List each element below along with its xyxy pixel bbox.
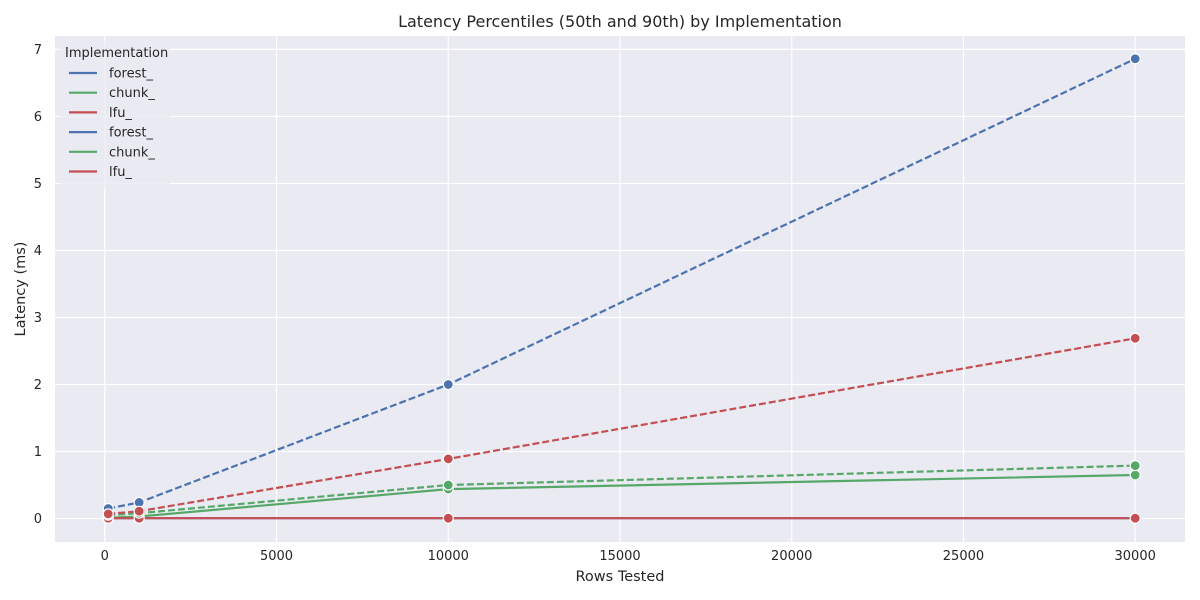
series-line-forest-90th [107,57,1136,510]
y-axis-label: Latency (ms) [13,242,29,337]
legend-label: forest_ [109,126,153,141]
chart-title: Latency Percentiles (50th and 90th) by I… [398,12,842,31]
legend-label: chunk_ [109,86,155,101]
y-tick-label: 4 [34,244,42,259]
data-point [102,508,114,520]
series-line-lfu-90th [108,337,1136,515]
y-tick-label: 2 [34,378,42,393]
x-tick-label: 10000 [428,549,469,564]
y-tick-label: 6 [34,110,42,125]
y-tick-label: 7 [34,43,42,58]
x-tick-label: 20000 [771,549,812,564]
x-tick-label: 30000 [1115,549,1156,564]
x-tick-label: 15000 [599,549,640,564]
x-tick-label: 25000 [943,549,984,564]
data-point [442,453,454,465]
series-group [102,53,1141,524]
y-tick-label: 3 [34,311,42,326]
y-tick-label: 1 [34,445,42,460]
data-point [1129,332,1141,344]
data-point [442,512,454,524]
legend-label: lfu_ [109,106,132,121]
tick-labels: 0 5000 10000 15000 20000 25000 30000 0 1 2 3 4 5 6 7 [34,43,1156,564]
legend-label: chunk_ [109,145,155,160]
x-tick-label: 0 [101,549,109,564]
legend-title: Implementation [65,46,168,61]
legend: Implementation forest_chunk_lfu_forest_c… [60,41,170,187]
data-point [1129,512,1141,524]
x-axis-label: Rows Tested [576,569,665,585]
series-line-chunk-90th [108,464,1136,517]
x-tick-label: 5000 [260,549,293,564]
data-point [442,378,454,391]
y-tick-label: 0 [34,512,42,527]
legend-label: lfu_ [109,165,132,180]
y-tick-label: 5 [34,177,42,192]
data-point [133,505,145,517]
data-point [442,479,454,491]
legend-box [60,41,170,187]
data-point [1129,459,1141,472]
data-point [1129,469,1141,481]
data-point [1129,53,1141,65]
legend-label: forest_ [109,67,153,82]
